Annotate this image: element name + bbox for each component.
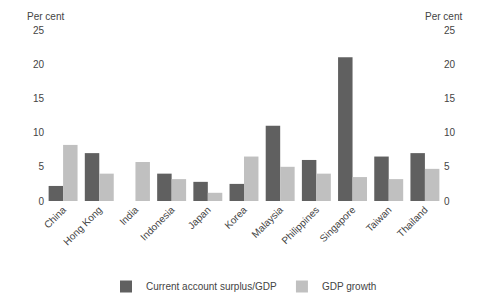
svg-text:0: 0 [444, 196, 450, 207]
svg-text:Hong Kong: Hong Kong [61, 204, 104, 247]
svg-text:0: 0 [38, 196, 44, 207]
svg-text:China: China [42, 204, 69, 231]
svg-text:Per cent: Per cent [425, 11, 462, 22]
svg-text:5: 5 [444, 161, 450, 172]
svg-text:India: India [117, 204, 140, 227]
svg-text:10: 10 [444, 127, 456, 138]
svg-text:5: 5 [38, 161, 44, 172]
svg-text:Thailand: Thailand [395, 204, 430, 239]
svg-text:10: 10 [33, 127, 45, 138]
svg-text:Japan: Japan [186, 204, 213, 231]
svg-text:GDP growth: GDP growth [322, 281, 376, 292]
svg-text:Per cent: Per cent [27, 11, 64, 22]
svg-text:Singapore: Singapore [317, 204, 357, 244]
svg-text:15: 15 [444, 93, 456, 104]
svg-text:25: 25 [33, 25, 45, 36]
svg-text:15: 15 [33, 93, 45, 104]
svg-text:20: 20 [33, 59, 45, 70]
svg-text:Malaysia: Malaysia [249, 204, 285, 240]
svg-text:Taiwan: Taiwan [364, 204, 394, 234]
svg-text:Current account surplus/GDP: Current account surplus/GDP [146, 281, 277, 292]
svg-text:Indonesia: Indonesia [138, 204, 177, 243]
svg-text:25: 25 [444, 25, 456, 36]
svg-text:Philippines: Philippines [279, 204, 321, 246]
svg-text:Korea: Korea [222, 204, 249, 231]
svg-text:20: 20 [444, 59, 456, 70]
